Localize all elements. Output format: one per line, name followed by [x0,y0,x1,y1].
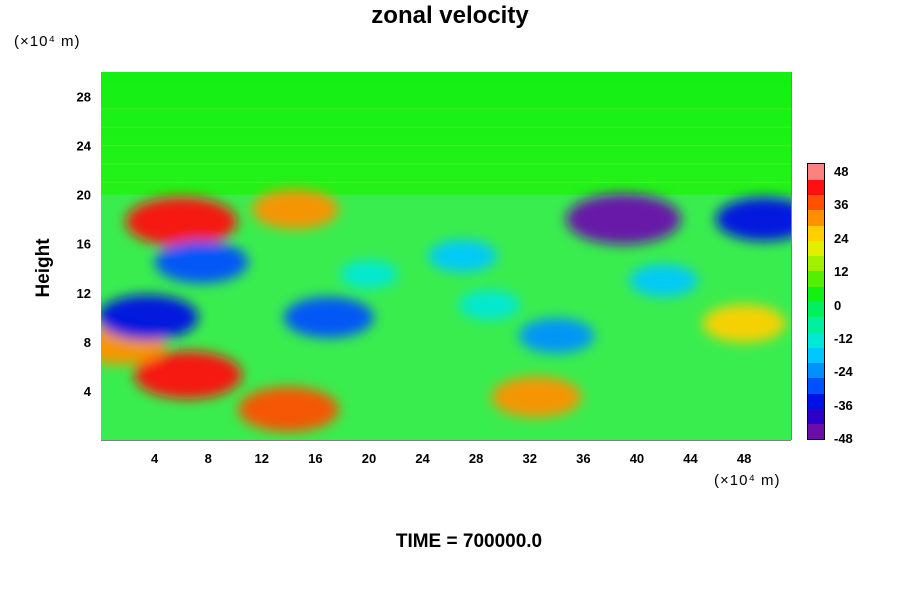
heatmap-region [252,189,339,230]
x-tick-label: 32 [523,451,537,466]
x-tick-label: 20 [362,451,376,466]
colorbar [807,163,825,440]
colorbar-label: -48 [834,431,853,446]
x-tick-label: 40 [630,451,644,466]
heatmap-region [518,318,595,354]
heatmap-region [428,239,497,273]
heatmap-region [629,264,698,297]
colorbar-segment [808,362,824,379]
heatmap-svg [101,72,791,440]
colorbar-segment [808,377,824,394]
y-tick-label: 20 [77,188,91,203]
x-axis-unit: (×10⁴ m) [714,472,781,489]
colorbar-segment [808,225,824,241]
heatmap-region [491,376,582,418]
heatmap-region [340,260,398,289]
heatmap-region [238,386,339,432]
x-tick-label: 28 [469,451,483,466]
colorbar-label: 12 [834,264,849,280]
time-annotation: TIME = 700000.0 [395,531,543,552]
upper-band-layer [101,108,791,184]
colorbar-segment [808,164,824,180]
heatmap-region [134,350,243,399]
colorbar-label: -36 [834,397,853,413]
colorbar-segment [808,347,824,364]
plot-area [101,72,791,440]
heatmap-region [154,240,249,284]
x-tick-label: 36 [576,451,590,466]
colorbar-segment [808,286,824,302]
colorbar-segment [808,209,824,226]
y-tick-label: 28 [77,90,91,105]
colorbar-label: -12 [834,330,853,346]
heatmap-region [283,296,374,338]
x-tick-label: 4 [151,451,159,466]
colorbar-labels: 48 36 24 12 0 -12 -24 -36 -48 [834,163,874,446]
upper-region [101,72,791,195]
heatmap-region [101,294,199,340]
heatmap-region [702,304,786,343]
y-tick-label: 8 [84,335,91,350]
colorbar-segment [808,332,824,348]
x-tick-label: 16 [308,451,322,466]
y-axis-unit: (×10⁴ m) [14,33,81,50]
x-tick-label: 24 [415,451,430,466]
colorbar-label: 24 [834,230,849,246]
colorbar-segment [808,270,824,287]
colorbar-label: 36 [834,197,849,213]
heatmap-region [715,197,791,242]
colorbar-label: 0 [834,297,842,313]
colorbar-segment [808,408,824,425]
colorbar-segment [808,255,824,272]
heatmap-region [458,290,521,320]
colorbar-segment [808,240,824,257]
colorbar-label: 48 [834,164,849,179]
x-tick-label: 12 [255,451,269,466]
y-tick-label: 12 [77,286,91,301]
colorbar-segment [808,301,824,318]
x-tick-label: 8 [205,451,212,466]
x-tick-label: 44 [683,451,698,466]
colorbar-segment [808,423,824,440]
region-layer [101,189,791,432]
y-tick-label: 24 [77,139,92,154]
colorbar-label: -24 [834,364,853,380]
colorbar-segment [808,179,824,196]
y-tick-label: 16 [77,237,91,252]
colorbar-segment [808,393,824,409]
colorbar-segment [808,316,824,333]
x-tick-label: 48 [737,451,751,466]
chart-title: zonal velocity [371,2,529,29]
heatmap-region [565,193,682,245]
heatmap-region [125,196,238,247]
colorbar-segment [808,194,824,211]
y-tick-label: 4 [84,384,92,399]
